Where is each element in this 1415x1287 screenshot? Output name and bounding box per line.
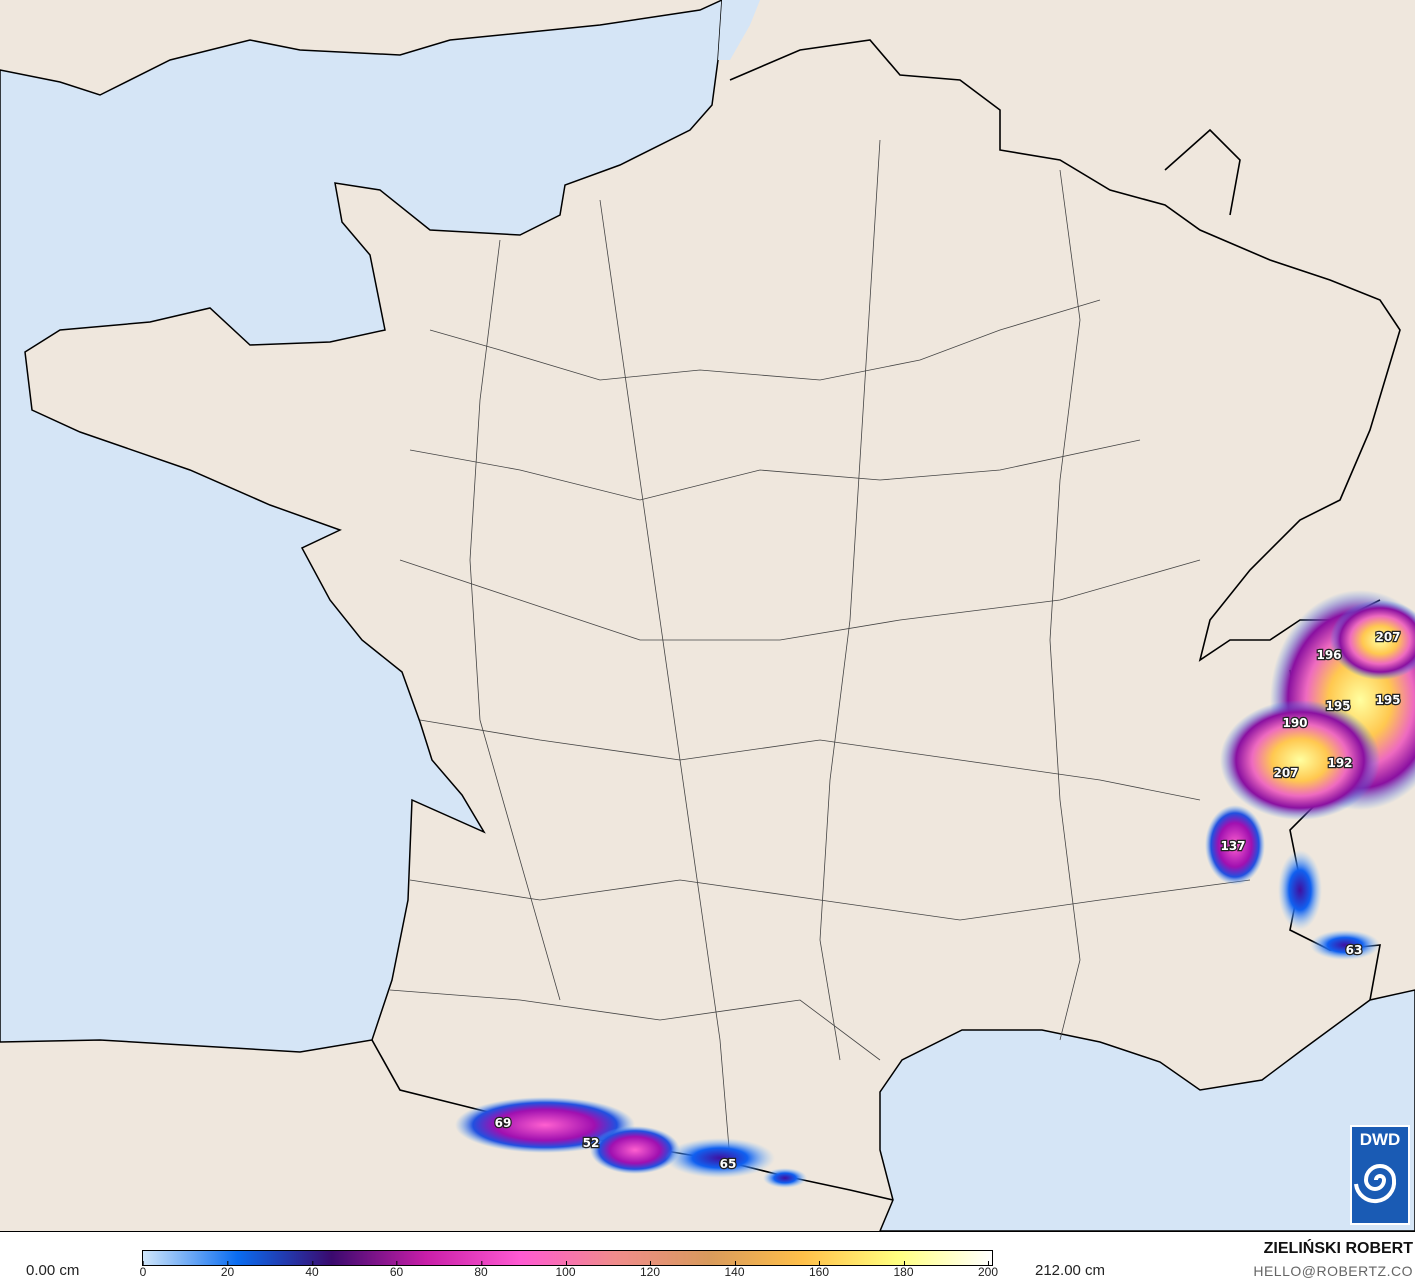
colorbar-tick: 200: [977, 1261, 999, 1279]
colorbar-tick: 140: [724, 1261, 745, 1279]
snow-label: 192: [1327, 756, 1352, 770]
snow-label: 137: [1220, 839, 1245, 853]
legend-footer: 0.00 cm 0 20 40 60 80 100 120 140 160 180 200 212.…: [0, 1232, 1415, 1287]
region-borders: [389, 139, 1251, 1161]
colorbar: [142, 1250, 993, 1266]
colorbar-tick: 160: [808, 1261, 830, 1279]
colorbar-tick: 0: [139, 1261, 147, 1279]
colorbar-tick: 20: [220, 1261, 235, 1279]
snow-label: 207: [1375, 630, 1400, 644]
snow-label: 190: [1282, 716, 1307, 730]
colorbar-tick: 100: [555, 1261, 576, 1279]
snow-depth-map: 207 196 195 195 190 192 207 137 63 69 52…: [0, 0, 1415, 1232]
colorbar-tick: 80: [474, 1261, 488, 1279]
colorbar-tick: 120: [639, 1261, 661, 1279]
colorbar-tick: 60: [389, 1261, 404, 1279]
snow-label: 195: [1375, 693, 1400, 707]
author-email: HELLO@ROBERTZ.CO: [1253, 1263, 1413, 1279]
mediterranean-sea: [879, 989, 1415, 1231]
author-credit: ZIELIŃSKI ROBERT: [1263, 1240, 1413, 1257]
snow-cover: [455, 590, 1415, 1188]
snow-depth-labels: 207 196 195 195 190 192 207 137 63 69 52…: [493, 629, 1401, 1173]
atlantic-channel-sea: [0, 0, 723, 1053]
snow-label: 65: [720, 1157, 737, 1171]
swirl-icon: [1354, 1164, 1397, 1204]
north-sea: [718, 0, 760, 60]
colorbar-tick: 40: [305, 1261, 319, 1279]
dwd-logo: DWD: [1350, 1125, 1410, 1225]
snow-label: 195: [1325, 699, 1350, 713]
snow-label: 52: [583, 1136, 600, 1150]
snow-label: 69: [495, 1116, 512, 1130]
snow-label: 196: [1316, 648, 1341, 662]
snow-label: 207: [1273, 766, 1298, 780]
dwd-logo-text: DWD: [1359, 1130, 1401, 1149]
legend-min-label: 0.00 cm: [26, 1262, 80, 1279]
legend-max-label: 212.00 cm: [1035, 1262, 1106, 1279]
colorbar-tick: 180: [893, 1261, 914, 1279]
snow-label: 63: [1346, 943, 1363, 957]
